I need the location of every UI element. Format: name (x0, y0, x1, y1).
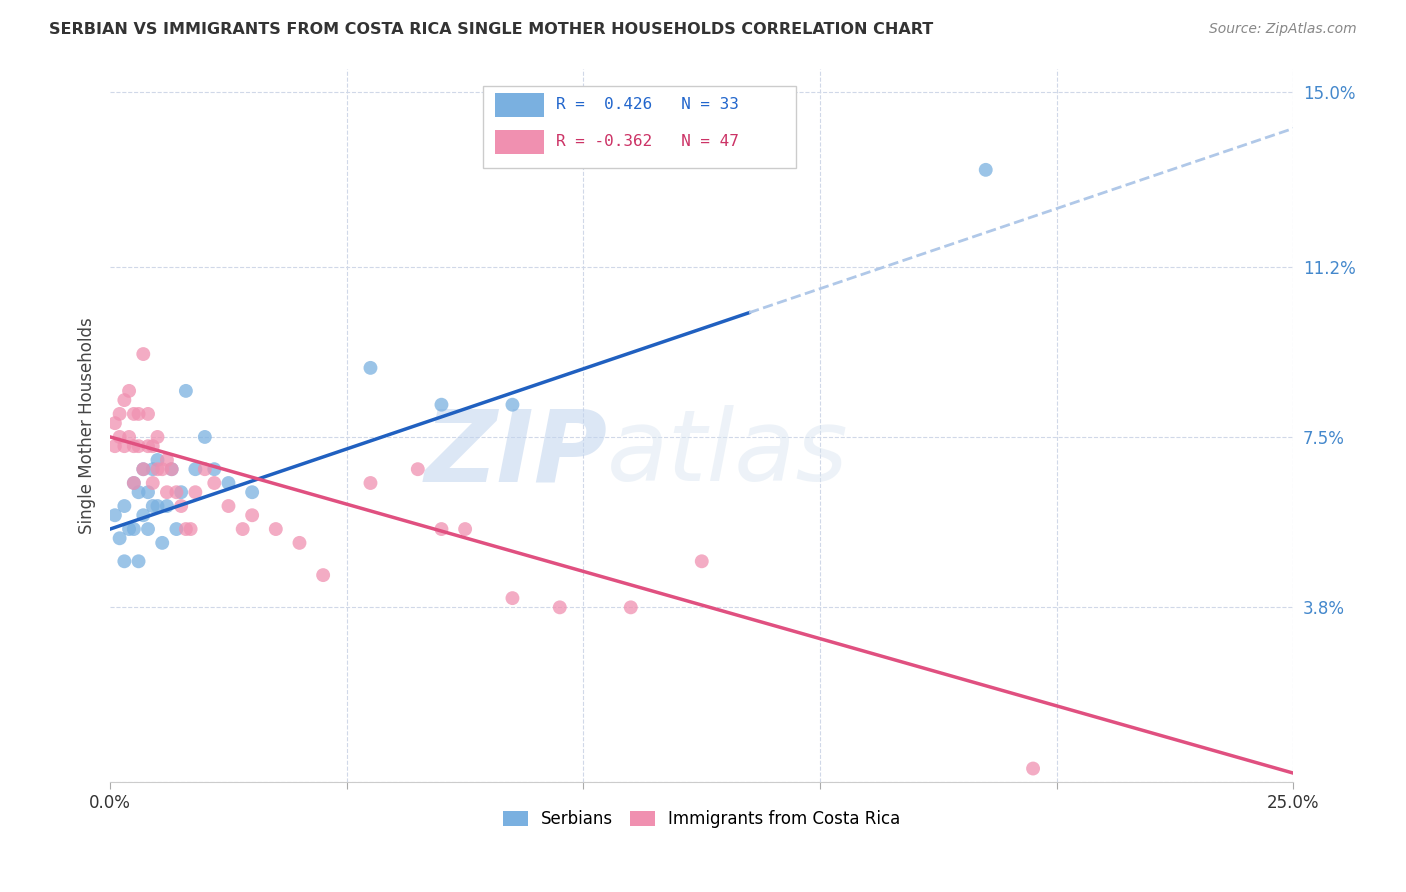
Point (714, 153, 737, 168)
Point (501, 591, 523, 606)
Point (620, 600, 643, 615)
Point (118, 522, 141, 536)
Point (128, 554, 150, 568)
Point (122, 475, 145, 490)
Point (112, 499, 135, 513)
Point (104, 508, 127, 523)
Point (136, 407, 159, 421)
Point (548, 600, 571, 615)
Point (1022, 762, 1045, 776)
Text: atlas: atlas (607, 406, 849, 502)
Point (104, 439, 127, 453)
Point (108, 531, 131, 545)
Point (150, 536, 173, 550)
Legend: Serbians, Immigrants from Costa Rica: Serbians, Immigrants from Costa Rica (496, 804, 907, 835)
Point (112, 554, 135, 568)
Point (122, 522, 145, 536)
Point (112, 393, 135, 408)
Point (359, 475, 381, 490)
Point (128, 485, 150, 500)
Point (122, 407, 145, 421)
Point (165, 522, 187, 536)
Point (142, 475, 165, 490)
Point (430, 522, 453, 536)
Point (136, 485, 159, 500)
Point (122, 439, 145, 453)
Point (202, 475, 225, 490)
Point (264, 522, 287, 536)
Point (454, 522, 477, 536)
Text: ZIP: ZIP (425, 406, 607, 502)
Point (218, 475, 240, 490)
Point (108, 407, 131, 421)
Point (156, 499, 179, 513)
FancyBboxPatch shape (482, 87, 796, 169)
Text: Source: ZipAtlas.com: Source: ZipAtlas.com (1209, 22, 1357, 37)
Point (132, 462, 155, 476)
Point (142, 499, 165, 513)
Point (184, 462, 207, 476)
Point (136, 522, 159, 536)
Point (359, 360, 381, 375)
Point (118, 384, 141, 398)
Bar (495, 93, 544, 117)
Point (136, 439, 159, 453)
Point (128, 439, 150, 453)
Point (122, 475, 145, 490)
Text: R =  0.426   N = 33: R = 0.426 N = 33 (557, 96, 740, 112)
Point (132, 508, 155, 523)
Point (146, 499, 169, 513)
Point (218, 499, 240, 513)
Point (118, 430, 141, 444)
Point (146, 453, 169, 467)
Point (974, 162, 997, 177)
Point (160, 462, 183, 476)
Point (184, 485, 207, 500)
Point (128, 407, 150, 421)
Point (170, 499, 193, 513)
Point (406, 462, 429, 476)
Point (312, 568, 335, 582)
Point (146, 430, 169, 444)
Point (194, 462, 217, 476)
Point (156, 485, 179, 500)
Point (288, 536, 311, 550)
Point (132, 462, 155, 476)
Point (690, 554, 713, 568)
Bar (495, 130, 544, 154)
Point (108, 430, 131, 444)
Point (202, 462, 225, 476)
Point (142, 462, 165, 476)
Point (156, 453, 179, 467)
Point (240, 508, 263, 523)
Point (142, 439, 165, 453)
Text: R = -0.362   N = 47: R = -0.362 N = 47 (557, 134, 740, 149)
Point (170, 485, 193, 500)
Point (180, 522, 202, 536)
Point (160, 462, 183, 476)
Point (174, 522, 197, 536)
Point (174, 384, 197, 398)
Point (112, 439, 135, 453)
Y-axis label: Single Mother Households: Single Mother Households (79, 317, 96, 533)
Text: SERBIAN VS IMMIGRANTS FROM COSTA RICA SINGLE MOTHER HOUSEHOLDS CORRELATION CHART: SERBIAN VS IMMIGRANTS FROM COSTA RICA SI… (49, 22, 934, 37)
Point (104, 416, 127, 430)
Point (150, 462, 173, 476)
Point (430, 398, 453, 412)
Point (132, 347, 155, 361)
Point (146, 462, 169, 476)
Point (232, 522, 254, 536)
Point (165, 485, 187, 500)
Point (194, 430, 217, 444)
Point (240, 485, 263, 500)
Point (501, 398, 523, 412)
